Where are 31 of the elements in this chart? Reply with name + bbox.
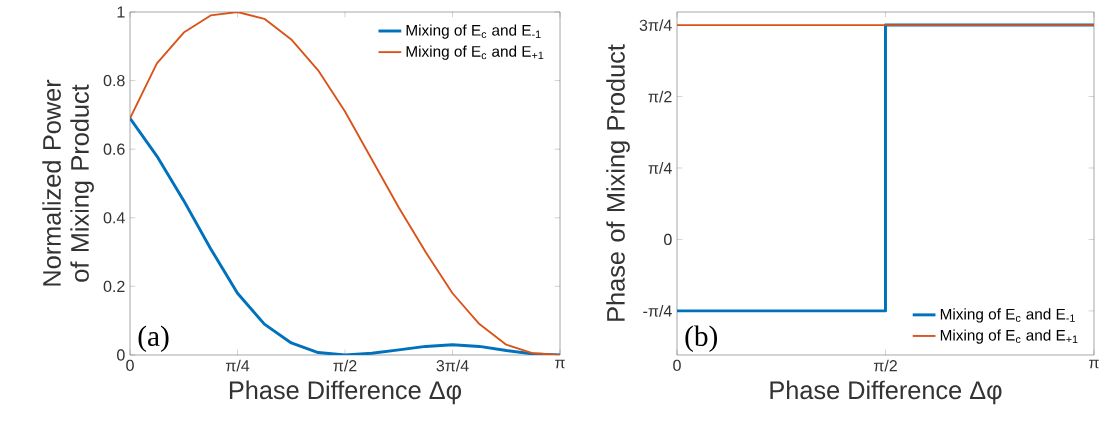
line-series — [130, 12, 561, 355]
annotation: (a) — [138, 325, 169, 353]
x-tick-label: 0 — [126, 359, 134, 372]
legend-label: Mixing of E$_{c}$ and E$_{+1}$ — [406, 45, 544, 60]
x-axis-title: Phase Difference Δφ — [770, 380, 1002, 405]
y-tick-label: 0.4 — [103, 212, 125, 224]
y-tick-label: 0.2 — [103, 280, 125, 293]
y-tick-label: 3π/4 — [639, 19, 672, 31]
y-tick-label: π/2 — [648, 90, 672, 103]
x-tick-label: π — [1089, 359, 1099, 369]
x-axis-title: Phase Difference Δφ — [229, 380, 462, 405]
annotation: (b) — [685, 325, 718, 353]
x-tick-label: π/2 — [873, 359, 897, 372]
y-tick-label: 1 — [117, 6, 125, 18]
y-axis-title: Normalized Power of Mixing Product — [42, 79, 94, 286]
y-tick-label: 0 — [664, 233, 672, 246]
x-tick-label: 0 — [673, 359, 681, 372]
x-tick-label: π/2 — [333, 359, 357, 372]
y-tick-label: π/4 — [648, 162, 672, 174]
legend-label: Mixing of E$_{c}$ and E$_{+1}$ — [940, 329, 1078, 344]
legend-label: Mixing of E$_{c}$ and E$_{-1}$ — [940, 308, 1075, 323]
y-tick-label: -π/4 — [643, 305, 672, 317]
x-tick-label: 3π/4 — [436, 359, 469, 372]
x-tick-label: π — [555, 359, 565, 369]
y-tick-label: 0.6 — [103, 143, 125, 155]
legend-label: Mixing of E$_{c}$ and E$_{-1}$ — [406, 24, 541, 39]
y-axis-title: Phase of Mixing Product — [606, 44, 630, 321]
y-tick-label: 0.8 — [103, 74, 125, 87]
x-tick-label: π/4 — [225, 359, 250, 372]
y-tick-label: 0 — [117, 349, 125, 361]
line-series — [130, 116, 561, 355]
